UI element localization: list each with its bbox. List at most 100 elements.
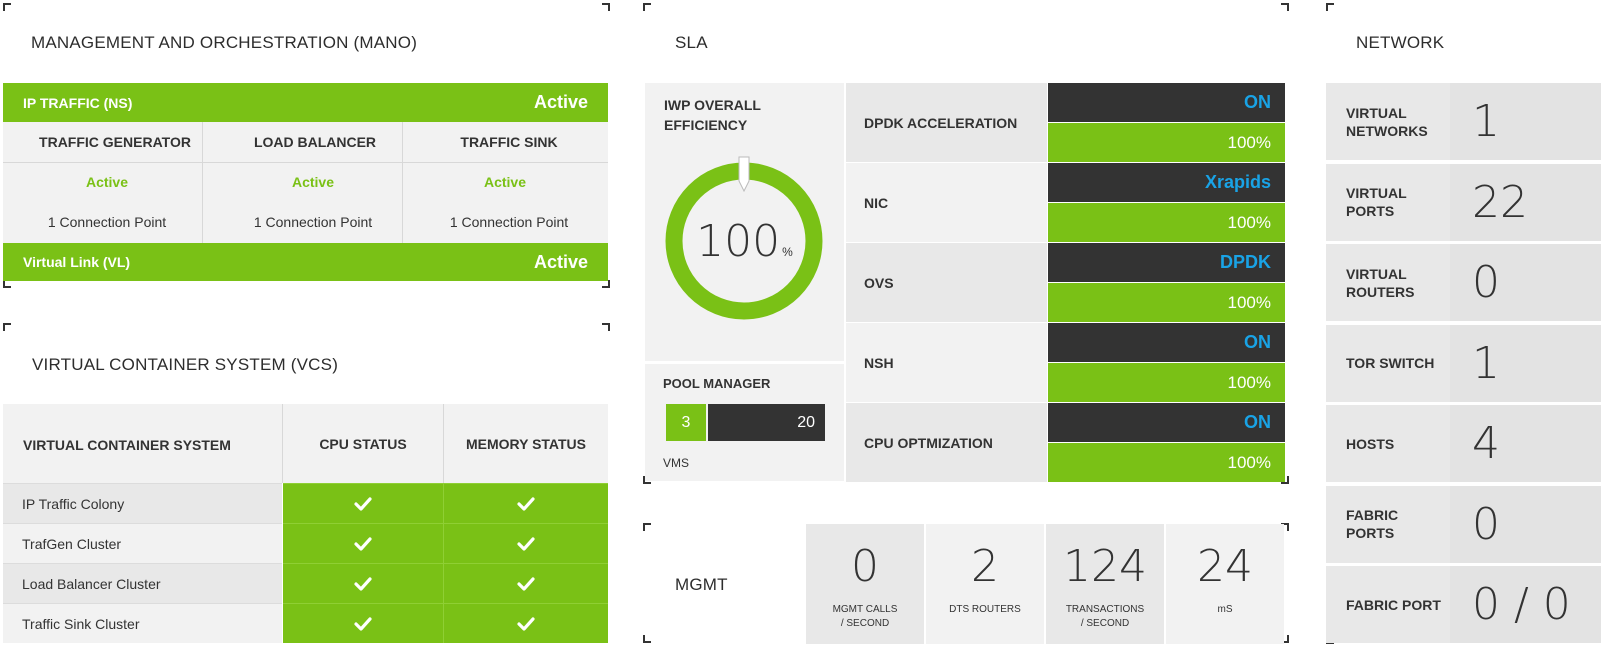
efficiency-label: IWP OVERALL EFFICIENCY	[664, 97, 761, 133]
network-row-label-line: FABRIC PORTS	[1346, 507, 1399, 541]
efficiency-gauge	[665, 156, 823, 320]
table-row[interactable]: Traffic Sink Cluster	[3, 603, 608, 643]
efficiency-unit: %	[782, 245, 793, 259]
sla-title: SLA	[675, 33, 708, 52]
mano-col-traffic-generator: TRAFFIC GENERATOR	[39, 134, 191, 150]
mgmt-stat-label: mS	[1217, 603, 1233, 615]
mgmt-stat-label: DTS ROUTERS	[949, 603, 1021, 615]
mgmt-stat-value: 0	[851, 540, 879, 592]
vcs-row-name: Traffic Sink Cluster	[3, 603, 282, 643]
mgmt-stat-label	[926, 616, 1044, 630]
vcs-row-name: IP Traffic Colony	[3, 483, 282, 523]
sla-row: NSH ON 100%	[846, 323, 1285, 402]
cpu-status-check-icon	[283, 523, 443, 563]
vcs-row-name: TrafGen Cluster	[3, 523, 282, 563]
network-row: VIRTUAL NETWORKS 1	[1326, 83, 1601, 160]
network-row-label-line: VIRTUAL	[1346, 104, 1407, 121]
table-row[interactable]: TrafGen Cluster	[3, 523, 608, 563]
sla-row-state: ON	[1048, 83, 1285, 122]
sla-panel: SLA IWP OVERALL EFFICIENCY 100 % POOL MA…	[640, 0, 1295, 490]
mgmt-stat-label: / SECOND	[1080, 617, 1130, 629]
vcs-header-memory: MEMORY STATUS	[465, 435, 587, 452]
sla-row-state: ON	[1048, 323, 1285, 362]
mgmt-stat-card: 24 mS	[1166, 524, 1284, 644]
sla-row-state: ON	[1048, 403, 1285, 442]
network-row: FABRIC PORTS 0	[1326, 485, 1601, 563]
network-row-label: TOR SWITCH	[1326, 324, 1450, 402]
network-row-value: 1	[1450, 83, 1601, 160]
table-row[interactable]: Load Balancer Cluster	[3, 563, 608, 603]
sla-row: CPU OPTMIZATION ON 100%	[846, 403, 1285, 482]
sla-row-label: NIC	[846, 163, 1047, 242]
mgmt-stat-label: / SECOND	[840, 617, 890, 629]
sla-row-state: Xrapids	[1048, 163, 1285, 202]
pool-used-bar: 3	[666, 404, 706, 441]
sla-row: DPDK ACCELERATION ON 100%	[846, 83, 1285, 162]
network-row-label: FABRIC PORTS	[1326, 485, 1450, 563]
mano-title: MANAGEMENT AND ORCHESTRATION (MANO)	[31, 33, 418, 52]
efficiency-card: IWP OVERALL EFFICIENCY 100 %	[645, 83, 844, 361]
mgmt-stat-label: TRANSACTIONS	[1065, 603, 1145, 615]
sla-row-percent: 100%	[1048, 283, 1285, 322]
sla-row: OVS DPDK 100%	[846, 243, 1285, 322]
network-row-label: VIRTUAL ROUTERS	[1326, 244, 1450, 321]
table-row[interactable]: IP Traffic Colony	[3, 483, 608, 523]
cpu-status-check-icon	[283, 563, 443, 603]
mano-panel: MANAGEMENT AND ORCHESTRATION (MANO) IP T…	[0, 0, 612, 290]
mgmt-stat-value: 2	[971, 540, 999, 592]
memory-status-check-icon	[444, 563, 608, 603]
mano-col-status: Active	[291, 174, 335, 190]
network-row: VIRTUAL ROUTERS 0	[1326, 244, 1601, 321]
mgmt-stat-card: 2 DTS ROUTERS	[926, 524, 1044, 644]
ip-traffic-status: Active	[533, 92, 588, 112]
network-row-label-line: PORTS	[1346, 203, 1395, 219]
mano-col-detail: 1 Connection Point	[449, 214, 569, 230]
network-row-label-line: VIRTUAL	[1346, 265, 1407, 282]
virtual-link-bar[interactable]: Virtual Link (VL) Active	[3, 243, 608, 281]
sla-row: NIC Xrapids 100%	[846, 163, 1285, 242]
pool-unit-label: VMS	[663, 456, 690, 470]
mano-col-traffic-sink: TRAFFIC SINK	[460, 134, 558, 150]
network-row-value: 22	[1450, 163, 1601, 241]
sla-row-label: CPU OPTMIZATION	[846, 403, 1047, 482]
mano-column-grid: TRAFFIC GENERATOR LOAD BALANCER TRAFFIC …	[3, 122, 608, 243]
network-row-label: VIRTUAL PORTS	[1326, 163, 1450, 241]
network-row: FABRIC PORT 0 / 0	[1326, 566, 1601, 643]
sla-row-state: DPDK	[1048, 243, 1285, 282]
cpu-status-check-icon	[283, 603, 443, 643]
memory-status-check-icon	[444, 603, 608, 643]
sla-row-percent: 100%	[1048, 363, 1285, 402]
network-row-label-line: NETWORKS	[1346, 122, 1428, 139]
mano-col-detail: 1 Connection Point	[47, 214, 167, 230]
vcs-header-cpu: CPU STATUS	[319, 435, 407, 452]
mgmt-title: MGMT	[675, 575, 728, 594]
network-row-label-line: ROUTERS	[1346, 283, 1415, 300]
vcs-panel: VIRTUAL CONTAINER SYSTEM (VCS) VIRTUAL C…	[0, 320, 612, 657]
network-row-value: 1	[1450, 324, 1601, 402]
network-row-value: 0	[1450, 244, 1601, 321]
virtual-link-label: Virtual Link (VL)	[23, 254, 131, 270]
mgmt-stat-card: 124 TRANSACTIONS / SECOND	[1046, 524, 1164, 644]
sla-row-label: DPDK ACCELERATION	[846, 83, 1047, 162]
pool-manager-card: POOL MANAGER 3 20 VMS	[645, 364, 844, 481]
mgmt-stat-value: 124	[1063, 540, 1147, 592]
network-panel: NETWORK VIRTUAL NETWORKS 1 VIRTUAL PORTS 22 VI…	[1320, 0, 1601, 657]
network-row-label: FABRIC PORT	[1326, 566, 1450, 643]
network-row-label: HOSTS	[1326, 405, 1450, 482]
network-row: TOR SWITCH 1	[1326, 324, 1601, 402]
mgmt-stat-label: MGMT CALLS	[832, 603, 898, 615]
network-title: NETWORK	[1356, 33, 1445, 52]
mgmt-stat-label	[1166, 616, 1284, 630]
network-row-label-line: HOSTS	[1346, 435, 1395, 452]
vcs-header-row: VIRTUAL CONTAINER SYSTEM CPU STATUS MEMO…	[3, 404, 608, 483]
mgmt-panel: MGMT 0 MGMT CALLS / SECOND 2 DTS ROUTERS 124 T…	[640, 520, 1295, 657]
mano-col-detail: 1 Connection Point	[253, 214, 373, 230]
ip-traffic-label: IP TRAFFIC (NS)	[23, 94, 133, 111]
mano-col-status: Active	[483, 174, 527, 190]
pool-total-bar: 20	[708, 404, 825, 441]
ip-traffic-bar[interactable]: IP TRAFFIC (NS) Active	[3, 83, 608, 122]
cpu-status-check-icon	[283, 483, 443, 523]
mano-col-status: Active	[85, 174, 129, 190]
efficiency-value-wrap: 100 %	[645, 213, 844, 269]
sla-row-percent: 100%	[1048, 123, 1285, 162]
